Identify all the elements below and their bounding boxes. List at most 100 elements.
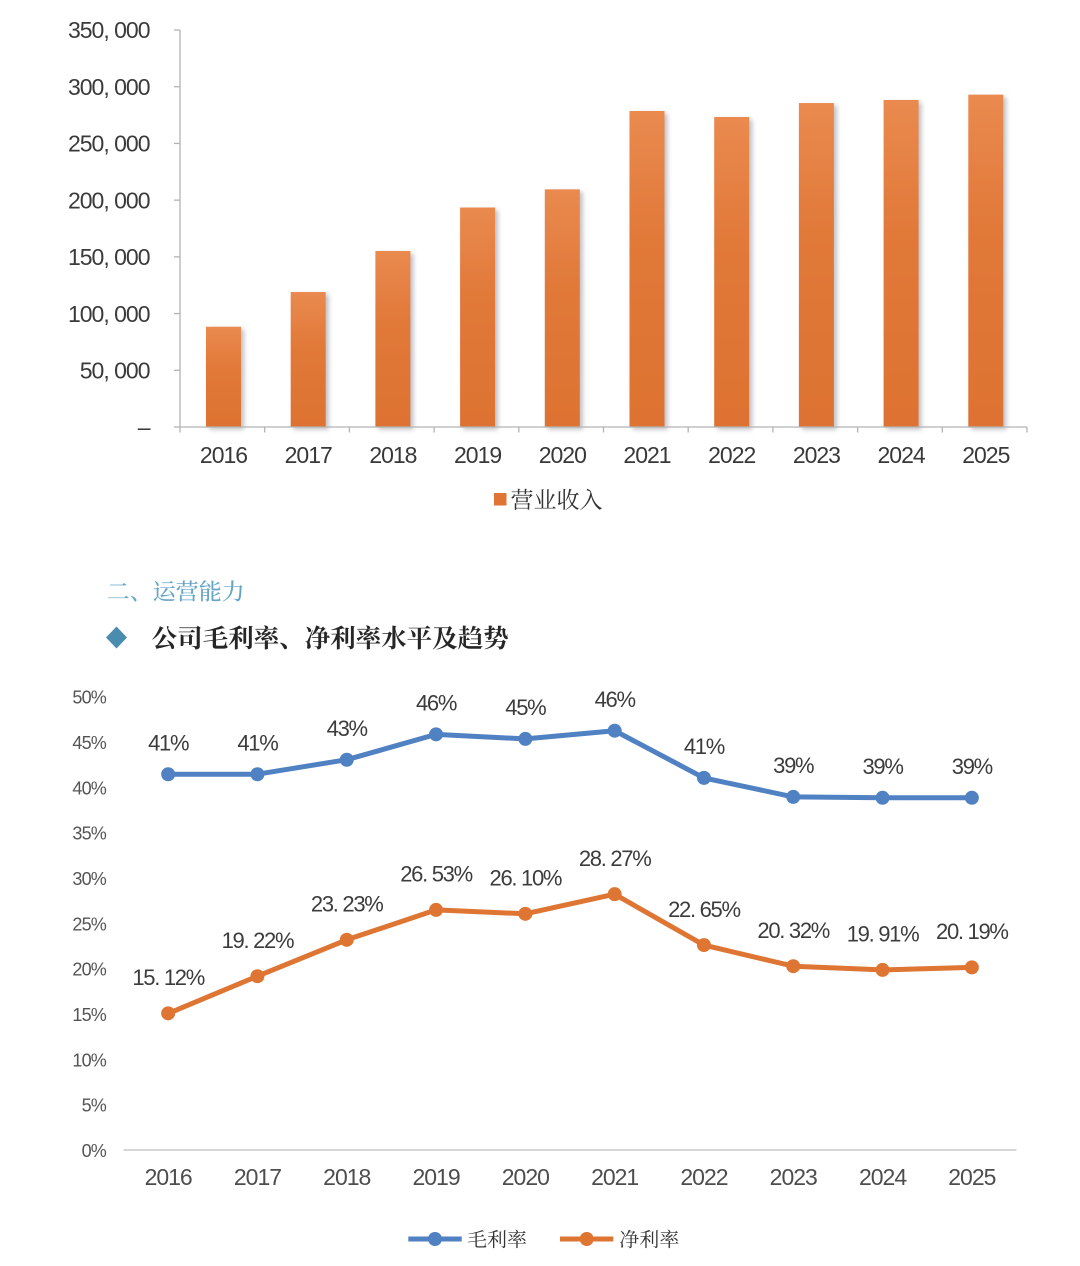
series-marker: [161, 767, 176, 782]
cjk-glyph: [467, 1229, 487, 1248]
y-tick-label: 150, 000: [68, 244, 150, 270]
series-marker: [250, 767, 265, 782]
revenue-bar-chart: – 50, 000 100, 000 150, 000 200, 000 250, 000…: [68, 17, 1028, 510]
y-tick-label: 50%: [72, 688, 106, 708]
y-tick-label: 250, 000: [68, 131, 150, 157]
data-label: 22. 65%: [668, 897, 740, 922]
cjk-glyph: [178, 625, 201, 650]
series-marker: [250, 969, 265, 984]
data-label: 43%: [327, 716, 368, 741]
cjk-glyph: [432, 626, 458, 650]
legend-marker: [428, 1232, 442, 1246]
cjk-glyph: [484, 625, 508, 650]
bar: [714, 116, 750, 427]
data-label: 41%: [148, 730, 189, 755]
cjk-glyph: [254, 625, 279, 650]
series-marker: [607, 723, 622, 738]
y-tick-label: 5%: [82, 1096, 107, 1116]
series-marker: [875, 790, 890, 805]
bar: [968, 94, 1004, 427]
x-tick-label: 2019: [412, 1164, 459, 1190]
series-marker: [875, 962, 890, 977]
cjk-glyph: [458, 625, 483, 650]
data-label: 39%: [952, 754, 993, 779]
cjk-glyph: [305, 625, 330, 650]
series-marker: [786, 789, 801, 804]
y-tick-label: 25%: [72, 914, 106, 934]
bar: [798, 103, 834, 427]
cjk-glyph: [511, 488, 533, 510]
x-tick-label: 2025: [962, 442, 1009, 468]
cjk-glyph: [620, 1229, 639, 1249]
y-tick-label: 40%: [72, 778, 106, 798]
x-tick-label: 2018: [369, 442, 416, 468]
x-tick-label: 2016: [145, 1164, 192, 1190]
x-tick-label: 2024: [859, 1164, 907, 1190]
cjk-glyph: [407, 625, 432, 650]
y-tick-label: 30%: [72, 869, 106, 889]
bar: [290, 292, 326, 427]
cjk-glyph: [228, 625, 253, 650]
cjk-glyph: [330, 625, 355, 650]
x-tick-label: 2022: [708, 442, 755, 468]
cjk-glyph: [660, 1229, 679, 1249]
diamond-icon: [106, 626, 127, 649]
cjk-glyph: [580, 488, 602, 510]
x-tick-label: 2019: [454, 442, 501, 468]
y-tick-label: 350, 000: [68, 17, 150, 43]
x-tick-label: 2021: [623, 442, 670, 468]
x-tick-label: 2022: [680, 1164, 727, 1190]
y-tick-label: 100, 000: [68, 301, 150, 327]
series-marker: [429, 902, 444, 917]
cjk-glyph: [356, 625, 381, 650]
legend: [494, 488, 602, 510]
data-label: 20. 19%: [936, 919, 1008, 944]
cjk-glyph: [199, 580, 221, 602]
x-tick-label: 2023: [770, 1164, 817, 1190]
legend: [408, 1229, 679, 1249]
series-marker: [607, 887, 622, 902]
series-marker: [696, 938, 711, 953]
y-tick-label: 20%: [72, 960, 106, 980]
bar: [206, 326, 241, 427]
data-label: 19. 22%: [222, 928, 294, 953]
y-tick-label: –: [138, 414, 151, 440]
data-label: 45%: [505, 695, 546, 720]
cjk-glyph: [203, 625, 228, 649]
cjk-glyph: [487, 1229, 506, 1249]
bar: [544, 189, 580, 427]
y-tick-label: 50, 000: [80, 357, 150, 383]
cjk-glyph: [152, 625, 177, 650]
y-tick-label: 10%: [72, 1050, 106, 1070]
y-tick-label: 300, 000: [68, 74, 150, 100]
data-label: 20. 32%: [757, 918, 829, 943]
x-tick-label: 2023: [793, 442, 840, 468]
series-marker: [786, 959, 801, 974]
bar: [460, 207, 496, 427]
subsection-title: [106, 625, 508, 650]
bar: [375, 250, 411, 427]
data-label: 23. 23%: [311, 892, 383, 917]
data-label: 39%: [773, 753, 814, 778]
x-tick-label: 2017: [285, 442, 332, 468]
legend-marker: [579, 1232, 594, 1246]
x-tick-label: 2016: [200, 442, 247, 468]
series-marker: [161, 1006, 176, 1021]
cjk-glyph: [280, 642, 288, 650]
x-tick-label: 2024: [878, 442, 926, 468]
x-tick-label: 2018: [323, 1164, 370, 1190]
y-tick-label: 0%: [82, 1141, 107, 1161]
series-marker: [696, 770, 711, 785]
y-tick-label: 200, 000: [68, 187, 150, 213]
cjk-glyph: [534, 489, 556, 509]
data-label: 41%: [684, 734, 725, 759]
series-marker: [339, 932, 354, 947]
cjk-glyph: [507, 1229, 527, 1249]
series-marker: [429, 727, 444, 742]
data-label: 15. 12%: [132, 965, 204, 990]
cjk-glyph: [107, 582, 129, 599]
data-label: 39%: [862, 754, 903, 779]
x-tick-label: 2017: [234, 1164, 281, 1190]
